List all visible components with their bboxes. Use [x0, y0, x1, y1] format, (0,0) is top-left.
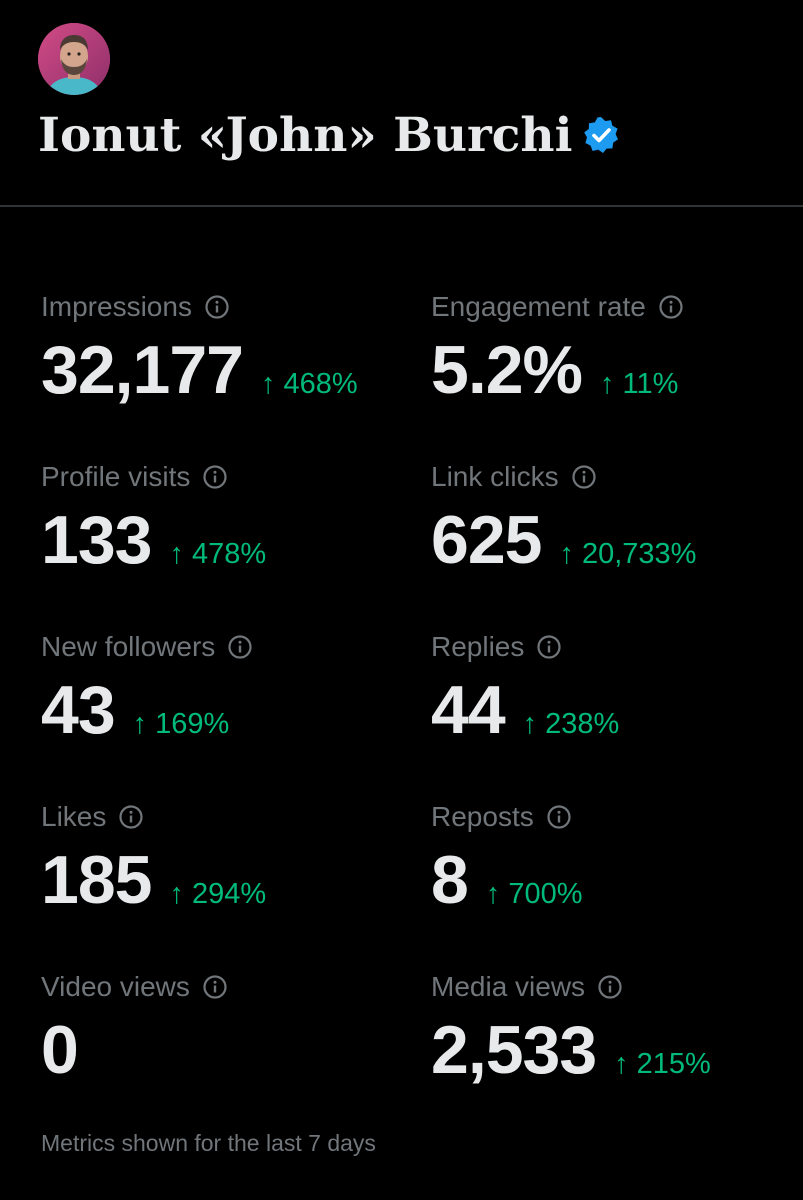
metric-label-row: Media views	[431, 967, 623, 1007]
metric-label-row: Profile visits	[41, 457, 228, 497]
info-icon[interactable]	[202, 464, 228, 490]
info-icon[interactable]	[536, 634, 562, 660]
arrow-up-icon: ↑	[485, 878, 501, 910]
metric-value-row: 5.2% ↑ 11%	[431, 331, 678, 411]
metric-label: Likes	[41, 801, 107, 832]
metric-replies[interactable]: Replies 44 ↑ 238%	[431, 627, 791, 777]
arrow-up-icon: ↑	[169, 878, 184, 910]
metric-label-row: Impressions	[41, 287, 230, 327]
header-divider	[0, 205, 803, 207]
metric-change-value: 11%	[622, 368, 679, 400]
metric-change-value: 294%	[191, 878, 267, 910]
metric-value: 0	[41, 1012, 79, 1088]
metric-media-views[interactable]: Media views 2,533 ↑ 215%	[431, 967, 791, 1117]
metric-label: Media views	[431, 971, 586, 1002]
metric-value-row: 8 ↑ 700%	[431, 841, 583, 921]
metric-change: ↑ 468%	[261, 368, 358, 401]
metric-change-value: 20,733%	[581, 538, 697, 570]
metric-label: Profile visits	[41, 461, 191, 492]
info-icon[interactable]	[202, 974, 228, 1000]
metric-video-views[interactable]: Video views 0	[41, 967, 401, 1117]
metric-change: ↑ 20,733%	[559, 538, 696, 571]
metric-value: 133	[41, 502, 152, 578]
metric-label-row: Likes	[41, 797, 144, 837]
metric-change-value: 478%	[191, 538, 267, 570]
metric-change-value: 169%	[155, 708, 230, 740]
metric-value: 5.2%	[431, 332, 583, 408]
metric-label-row: Reposts	[431, 797, 572, 837]
metric-value: 2,533	[431, 1012, 597, 1088]
metric-likes[interactable]: Likes 185 ↑ 294%	[41, 797, 401, 947]
arrow-up-icon: ↑	[600, 368, 615, 400]
metric-value: 43	[41, 672, 116, 748]
info-icon[interactable]	[658, 294, 684, 320]
metric-link-clicks[interactable]: Link clicks 625 ↑ 20,733%	[431, 457, 791, 607]
avatar[interactable]	[38, 23, 110, 95]
metric-change-value: 215%	[636, 1048, 711, 1080]
metric-profile-visits[interactable]: Profile visits 133 ↑ 478%	[41, 457, 401, 607]
metric-change-value: 238%	[545, 708, 620, 740]
metric-engagement-rate[interactable]: Engagement rate 5.2% ↑ 11%	[431, 287, 791, 437]
metric-impressions[interactable]: Impressions 32,177 ↑ 468%	[41, 287, 401, 437]
profile-header: Ionut «John» Burchi	[0, 0, 803, 206]
verified-badge-icon[interactable]	[581, 115, 621, 155]
metric-label: Impressions	[41, 291, 192, 322]
avatar-photo-icon	[38, 23, 110, 95]
metric-value-row: 43 ↑ 169%	[41, 671, 229, 751]
metric-label: Engagement rate	[431, 291, 646, 322]
metric-change: ↑ 294%	[169, 878, 266, 911]
metric-change: ↑ 169%	[133, 708, 230, 741]
arrow-up-icon: ↑	[522, 708, 538, 740]
metric-reposts[interactable]: Reposts 8 ↑ 700%	[431, 797, 791, 947]
metric-value: 625	[431, 502, 542, 578]
metric-change: ↑ 238%	[523, 708, 620, 741]
metric-change: ↑ 700%	[486, 878, 583, 911]
metrics-footer-note: Metrics shown for the last 7 days	[41, 1130, 376, 1156]
metric-label-row: New followers	[41, 627, 253, 667]
metric-value-row: 32,177 ↑ 468%	[41, 331, 358, 411]
metric-label-row: Replies	[431, 627, 562, 667]
metric-label: Reposts	[431, 801, 534, 832]
metric-label-row: Link clicks	[431, 457, 597, 497]
metric-change: ↑ 215%	[614, 1048, 711, 1081]
info-icon[interactable]	[571, 464, 597, 490]
arrow-up-icon: ↑	[559, 538, 574, 570]
metric-value-row: 2,533 ↑ 215%	[431, 1011, 711, 1091]
metric-value-row: 0	[41, 1011, 79, 1091]
metric-change: ↑ 11%	[600, 368, 678, 401]
metric-change: ↑ 478%	[169, 538, 266, 571]
info-icon[interactable]	[227, 634, 253, 660]
metric-value: 32,177	[41, 332, 244, 408]
metric-label-row: Engagement rate	[431, 287, 684, 327]
metric-value-row: 185 ↑ 294%	[41, 841, 266, 921]
metric-label-row: Video views	[41, 967, 228, 1007]
metric-change-value: 700%	[508, 878, 583, 910]
metric-value-row: 133 ↑ 478%	[41, 501, 266, 581]
profile-name-row: Ionut «John» Burchi	[38, 103, 621, 167]
metric-label: New followers	[41, 631, 216, 662]
info-icon[interactable]	[204, 294, 230, 320]
metric-label: Link clicks	[431, 461, 559, 492]
metric-value: 8	[431, 842, 469, 918]
arrow-up-icon: ↑	[614, 1048, 629, 1080]
profile-name[interactable]: Ionut «John» Burchi	[38, 107, 573, 163]
metric-value: 44	[431, 672, 506, 748]
info-icon[interactable]	[118, 804, 144, 830]
metric-change-value: 468%	[283, 368, 358, 400]
metric-value-row: 625 ↑ 20,733%	[431, 501, 696, 581]
metric-new-followers[interactable]: New followers 43 ↑ 169%	[41, 627, 401, 777]
metric-label: Replies	[431, 631, 525, 662]
info-icon[interactable]	[546, 804, 572, 830]
metric-label: Video views	[41, 971, 190, 1002]
arrow-up-icon: ↑	[132, 708, 148, 740]
arrow-up-icon: ↑	[169, 538, 184, 570]
info-icon[interactable]	[597, 974, 623, 1000]
metric-value-row: 44 ↑ 238%	[431, 671, 619, 751]
metric-value: 185	[41, 842, 152, 918]
arrow-up-icon: ↑	[260, 368, 276, 400]
